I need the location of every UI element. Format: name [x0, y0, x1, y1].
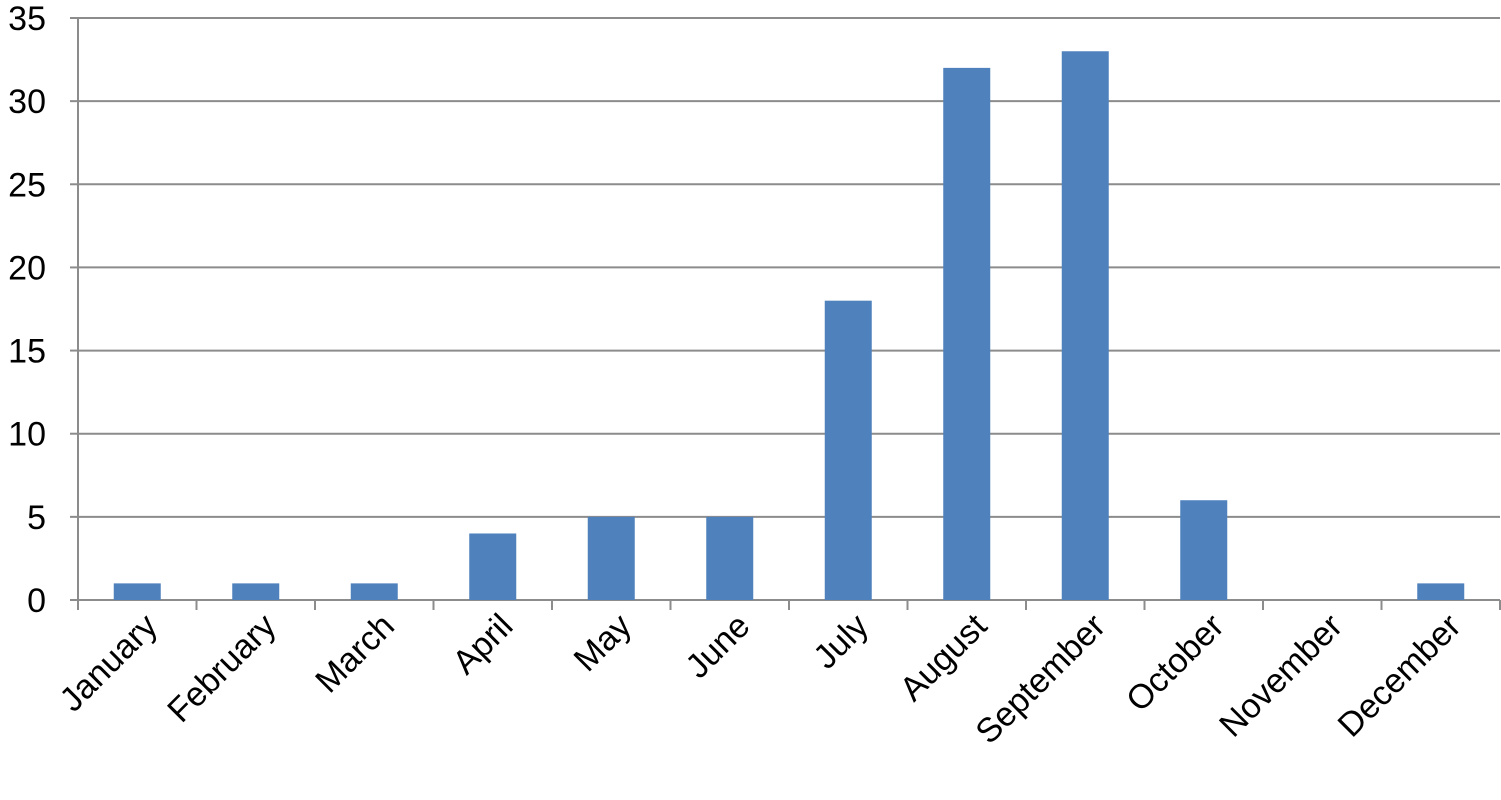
bar: [1061, 51, 1109, 600]
bar: [113, 583, 161, 600]
bar: [469, 533, 517, 600]
y-tick-label: 10: [8, 416, 46, 454]
x-tick-label: May: [567, 607, 639, 679]
bar: [943, 67, 991, 600]
x-tick-label: August: [893, 606, 995, 708]
bar: [1417, 583, 1465, 600]
x-tick-label: December: [1331, 607, 1469, 745]
x-tick-label: November: [1212, 607, 1350, 745]
x-tick-label: July: [806, 607, 876, 677]
x-tick-label: September: [968, 607, 1112, 751]
y-tick-label: 25: [8, 166, 46, 204]
y-tick-label: 5: [27, 499, 46, 537]
y-tick-label: 35: [8, 0, 46, 38]
y-tick-label: 15: [8, 333, 46, 371]
y-tick-label: 30: [8, 83, 46, 121]
x-tick-label: February: [160, 607, 283, 730]
bar: [350, 583, 398, 600]
bar: [1180, 500, 1228, 600]
bar: [706, 516, 754, 600]
y-tick-label: 0: [27, 582, 46, 620]
bar: [232, 583, 280, 600]
x-tick-label: October: [1119, 607, 1231, 719]
x-tick-label: June: [678, 607, 757, 686]
bar: [824, 300, 872, 600]
bar: [587, 516, 635, 600]
x-tick-label: April: [445, 607, 520, 682]
x-tick-label: January: [52, 607, 164, 719]
x-tick-label: March: [308, 607, 402, 701]
y-tick-label: 20: [8, 249, 46, 287]
